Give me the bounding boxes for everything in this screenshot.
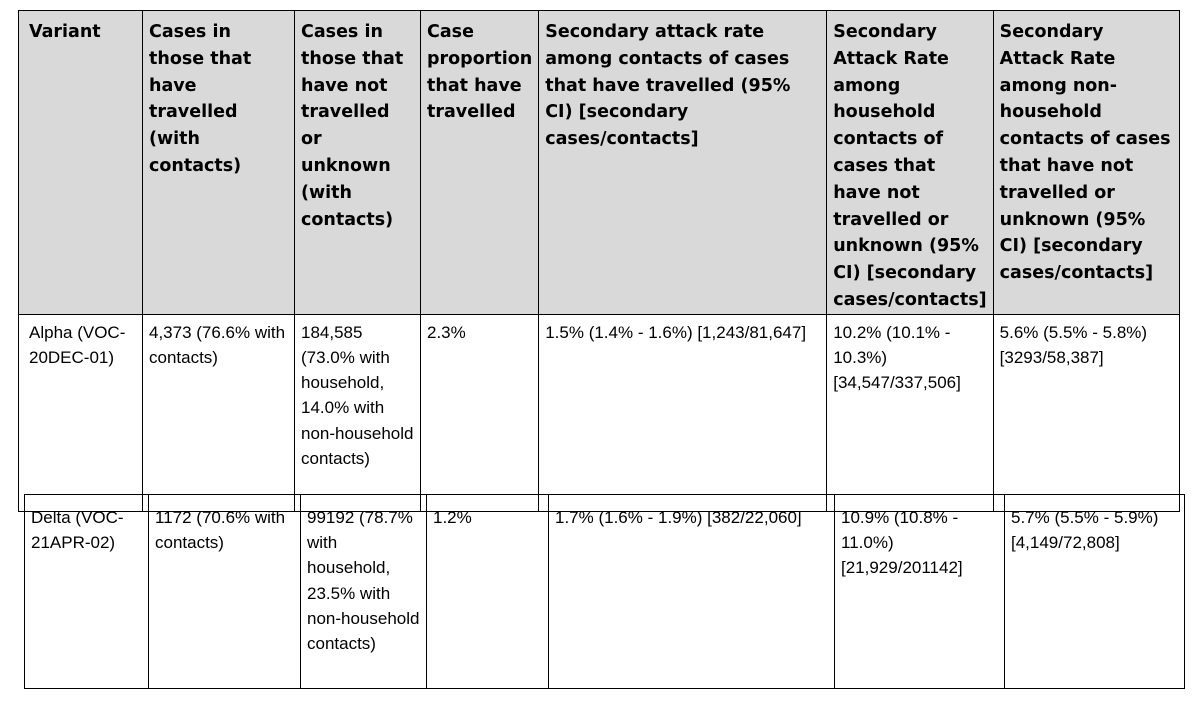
alpha-variant-table: Variant Cases in those that have travell…: [18, 10, 1180, 512]
cell-sar-non-household: 5.7% (5.5% - 5.9%) [4,149/72,808]: [1004, 494, 1185, 689]
cell-variant: Delta (VOC-21APR-02): [24, 494, 149, 689]
cell-sar-household: 10.9% (10.8% - 11.0%) [21,929/201142]: [834, 494, 1005, 689]
cell-case-proportion: 2.3%: [419, 313, 540, 512]
cell-sar-travelled: 1.5% (1.4% - 1.6%) [1,243/81,647]: [538, 313, 828, 512]
header-cases-travelled: Cases in those that have travelled (with…: [142, 10, 295, 315]
cell-cases-travelled: 1172 (70.6% with contacts): [148, 494, 301, 689]
header-cases-not-travelled: Cases in those that have not travelled o…: [294, 10, 421, 315]
header-case-proportion: Case proportion that have travelled: [419, 10, 540, 315]
cell-sar-household: 10.2% (10.1% - 10.3%) [34,547/337,506]: [826, 313, 994, 512]
header-sar-household: Secondary Attack Rate among household co…: [826, 10, 994, 315]
cell-case-proportion: 1.2%: [426, 494, 549, 689]
table-row-alpha: Alpha (VOC-20DEC-01) 4,373 (76.6% with c…: [18, 313, 1180, 512]
cell-sar-non-household: 5.6% (5.5% - 5.8%) [3293/58,387]: [992, 313, 1180, 512]
cell-cases-not-travelled: 184,585 (73.0% with household, 14.0% wit…: [294, 313, 421, 512]
header-sar-non-household: Secondary Attack Rate among non-househol…: [992, 10, 1180, 315]
cell-sar-travelled: 1.7% (1.6% - 1.9%) [382/22,060]: [548, 494, 835, 689]
header-variant: Variant: [18, 10, 143, 315]
cell-cases-travelled: 4,373 (76.6% with contacts): [142, 313, 295, 512]
header-sar-travelled: Secondary attack rate among contacts of …: [538, 10, 828, 315]
cell-cases-not-travelled: 99192 (78.7% with household, 23.5% with …: [300, 494, 427, 689]
cell-variant: Alpha (VOC-20DEC-01): [18, 313, 143, 512]
table-row-delta: Delta (VOC-21APR-02) 1172 (70.6% with co…: [24, 494, 1185, 689]
delta-variant-table: Delta (VOC-21APR-02) 1172 (70.6% with co…: [24, 494, 1185, 689]
header-row: Variant Cases in those that have travell…: [18, 10, 1180, 315]
